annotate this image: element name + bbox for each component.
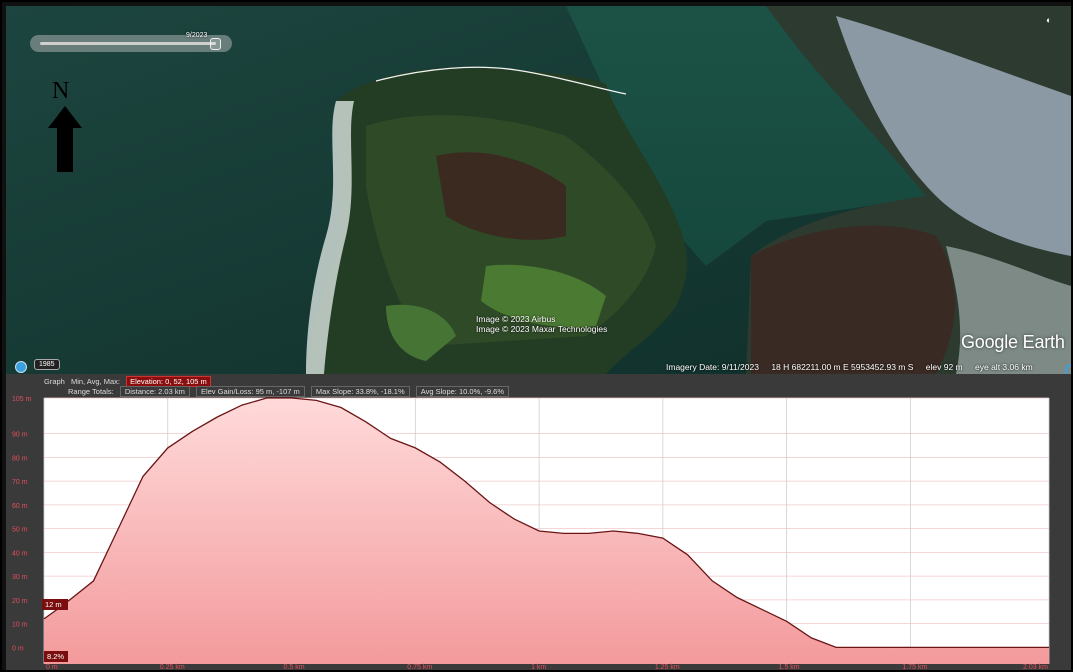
gain-loss-stat: Elev Gain/Loss: 95 m, -107 m [195,386,305,397]
credit-line-1: Image © 2023 Airbus [476,314,556,324]
y-tick-label: 70 m [12,479,28,486]
range-totals-label: Range Totals: [68,387,114,396]
min-avg-max-label: Min, Avg, Max: [70,377,120,386]
y-tick-label: 105 m [12,396,32,403]
time-slider-date: 9/2023 [186,32,208,39]
y-tick-label: 10 m [12,622,28,629]
elevation-area [44,398,1049,664]
y-tick-label: 60 m [12,503,28,510]
historical-year-button[interactable]: 1985 [34,359,60,370]
y-tick-label: 20 m [12,598,28,605]
satellite-imagery [6,6,1071,374]
x-tick-label: 0.25 km [160,664,185,670]
credit-line-2: Image © 2023 Maxar Technologies [476,324,608,334]
start-slope-marker [44,651,68,662]
elevation-readout: elev 92 m [925,362,963,372]
time-slider-track[interactable] [40,42,216,45]
start-elevation-marker [42,599,68,610]
start-elevation-value: 12 m [45,600,62,609]
time-slider[interactable]: 9/2023 [30,32,232,52]
imagery-date: Imagery Date: 9/11/2023 [666,362,759,372]
y-tick-label: 0 m [12,645,24,652]
y-tick-label: 50 m [12,527,28,534]
coordinates-readout: 18 H 682211.00 m E 5953452.93 m S [771,362,914,372]
y-tick-label: 30 m [12,574,28,581]
x-tick-label: 0.75 km [407,664,432,670]
x-tick-label: 1.5 km [779,664,800,670]
imagery-credits: Image © 2023 Airbus Image © 2023 Maxar T… [476,314,607,334]
status-bar: Imagery Date: 9/11/2023 18 H 682211.00 m… [666,362,1043,372]
google-earth-logo: Google Earth [961,332,1065,352]
x-tick-label: 1.75 km [902,664,927,670]
time-slider-handle[interactable] [210,38,221,50]
distance-stat: Distance: 2.03 km [119,386,190,397]
start-slope-value: 8.2% [47,652,64,661]
x-tick-label: 2.03 km [1023,664,1048,670]
north-indicator: N [48,78,82,174]
graph-label: Graph [44,377,65,386]
globe-icon[interactable] [15,361,27,373]
x-tick-label: 1.25 km [655,664,680,670]
elevation-profile-panel: Graph Min, Avg, Max: Elevation: 0, 52, 1… [6,374,1071,670]
x-tick-label: 0 m [46,664,58,670]
y-tick-label: 90 m [12,432,28,439]
y-tick-label: 40 m [12,550,28,557]
navigation-control-icon[interactable] [1065,364,1071,374]
eye-altitude-readout: eye alt 3.06 km [975,362,1033,372]
elevation-line [43,397,1049,649]
x-tick-label: 0.5 km [284,664,305,670]
y-tick-label: 80 m [12,455,28,462]
north-arrow-icon [48,106,82,172]
x-tick-label: 1 km [531,664,546,670]
profile-header-row-2: Range Totals: Distance: 2.03 km Elev Gai… [44,386,513,397]
max-slope-stat: Max Slope: 33.8%, -18.1% [310,386,410,397]
elevation-chart[interactable]: 0 m 10 m 20 m 30 m 40 m 50 m 60 m 70 m 80 m 90 m 1… [6,374,1071,670]
avg-slope-stat: Avg Slope: 10.0%, -9.6% [415,386,509,397]
view-options-icon[interactable]: ◐ [1046,15,1052,25]
north-letter: N [52,78,70,104]
map-view[interactable]: 9/2023 N ◐ Image © 2023 Airbus Image © 2… [6,6,1071,374]
